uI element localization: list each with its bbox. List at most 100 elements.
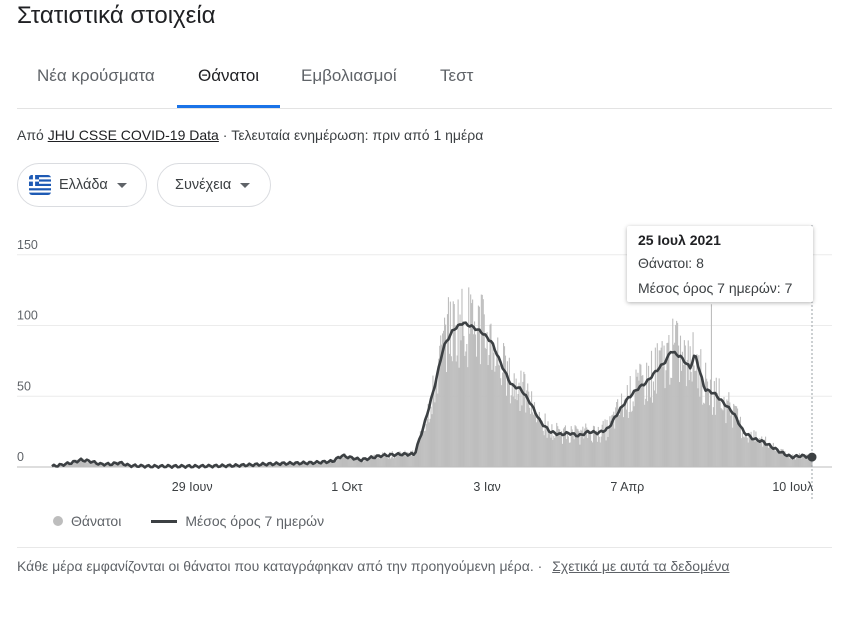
deaths-bar — [692, 332, 694, 467]
deaths-bar — [311, 462, 313, 467]
deaths-bar — [297, 462, 299, 467]
deaths-bar — [802, 455, 804, 467]
deaths-bar — [471, 303, 473, 467]
deaths-bar — [115, 463, 117, 467]
deaths-bar — [322, 461, 324, 467]
deaths-bar — [81, 458, 83, 467]
deaths-bar — [785, 455, 787, 467]
deaths-bar — [678, 382, 681, 467]
deaths-bar — [740, 438, 742, 467]
deaths-bar — [756, 441, 758, 467]
deaths-bar — [527, 383, 529, 467]
deaths-bar — [317, 460, 319, 467]
deaths-bar — [506, 361, 508, 467]
tab-new-cases[interactable]: Νέα κρούσματα — [37, 66, 155, 85]
deaths-bar — [491, 369, 493, 467]
deaths-bar — [490, 323, 492, 467]
deaths-bar — [586, 427, 588, 467]
deaths-bar — [765, 436, 767, 467]
deaths-bar — [685, 386, 687, 467]
period-label: Συνέχεια — [175, 177, 232, 193]
deaths-bar — [593, 426, 595, 467]
deaths-bar — [401, 457, 403, 467]
deaths-bar — [641, 375, 643, 467]
deaths-bar — [358, 460, 361, 467]
deaths-chart[interactable]: 0 50 100 150 29 Ιουν 1 Οκτ 3 Ιαν 7 Απρ 10 Ιουλ — [0, 215, 859, 515]
deaths-bar — [576, 428, 578, 467]
deaths-bar — [440, 335, 442, 467]
deaths-bar — [70, 463, 72, 467]
deaths-bar — [362, 461, 364, 467]
deaths-bar — [122, 464, 124, 467]
deaths-bar — [121, 463, 123, 467]
deaths-bar — [592, 425, 595, 467]
deaths-bar — [675, 324, 677, 467]
deaths-bar — [585, 423, 587, 467]
deaths-bar — [346, 458, 348, 467]
deaths-bar — [609, 416, 611, 467]
deaths-bar — [413, 456, 415, 467]
deaths-bar — [638, 380, 640, 467]
deaths-bar — [678, 345, 680, 467]
period-dropdown[interactable]: Συνέχεια — [157, 163, 271, 207]
deaths-bar — [679, 335, 682, 467]
deaths-bar — [452, 301, 454, 467]
deaths-bar — [432, 375, 434, 467]
deaths-bar — [529, 407, 531, 467]
deaths-bar — [436, 377, 438, 467]
deaths-bar — [351, 457, 353, 467]
deaths-bar — [594, 433, 596, 467]
deaths-bar — [719, 401, 721, 467]
deaths-bar — [541, 420, 543, 467]
deaths-bar — [666, 343, 668, 467]
deaths-bar — [531, 391, 533, 467]
deaths-bar — [443, 330, 445, 467]
deaths-bar — [384, 452, 386, 467]
deaths-bar — [72, 463, 74, 467]
deaths-bar — [504, 355, 507, 467]
deaths-bar — [571, 429, 573, 467]
deaths-bar — [722, 410, 724, 467]
deaths-bar — [774, 451, 776, 467]
deaths-bar — [611, 415, 613, 467]
deaths-bar — [656, 343, 658, 467]
deaths-bar — [516, 400, 518, 467]
deaths-bar — [662, 366, 664, 467]
deaths-bar — [550, 437, 552, 467]
about-data-link[interactable]: Σχετικά με αυτά τα δεδομένα — [552, 558, 730, 574]
deaths-bar — [329, 459, 332, 467]
deaths-bar — [319, 463, 321, 467]
deaths-bar — [810, 457, 812, 467]
deaths-bar — [770, 448, 772, 467]
deaths-bar — [597, 426, 599, 467]
deaths-bar — [686, 359, 688, 467]
deaths-bar — [434, 402, 436, 467]
deaths-bar — [766, 444, 768, 467]
tab-vaccinations[interactable]: Εμβολιασμοί — [301, 66, 397, 85]
deaths-bar — [461, 288, 463, 467]
deaths-bar — [517, 393, 519, 467]
deaths-bar — [263, 464, 265, 467]
deaths-bar — [524, 374, 526, 467]
deaths-bar — [403, 453, 405, 467]
deaths-bar — [301, 462, 303, 467]
deaths-bar — [540, 420, 542, 467]
deaths-bar — [333, 458, 335, 467]
legend-deaths: Θάνατοι — [71, 513, 122, 529]
tab-deaths[interactable]: Θάνατοι — [198, 66, 260, 85]
deaths-bar — [105, 464, 107, 467]
deaths-bar — [758, 442, 760, 467]
deaths-bar — [262, 464, 264, 467]
deaths-bar — [682, 364, 684, 467]
source-link[interactable]: JHU CSSE COVID-19 Data — [47, 127, 219, 143]
country-dropdown[interactable]: Ελλάδα — [17, 163, 147, 207]
deaths-bar — [688, 380, 690, 467]
deaths-bar — [659, 350, 661, 467]
deaths-bar — [408, 455, 410, 467]
deaths-bar — [634, 389, 636, 467]
deaths-bar — [474, 334, 477, 467]
tab-tests[interactable]: Τεστ — [440, 66, 474, 85]
deaths-bar — [637, 372, 639, 467]
deaths-bar — [479, 364, 481, 467]
deaths-bar — [724, 406, 726, 467]
